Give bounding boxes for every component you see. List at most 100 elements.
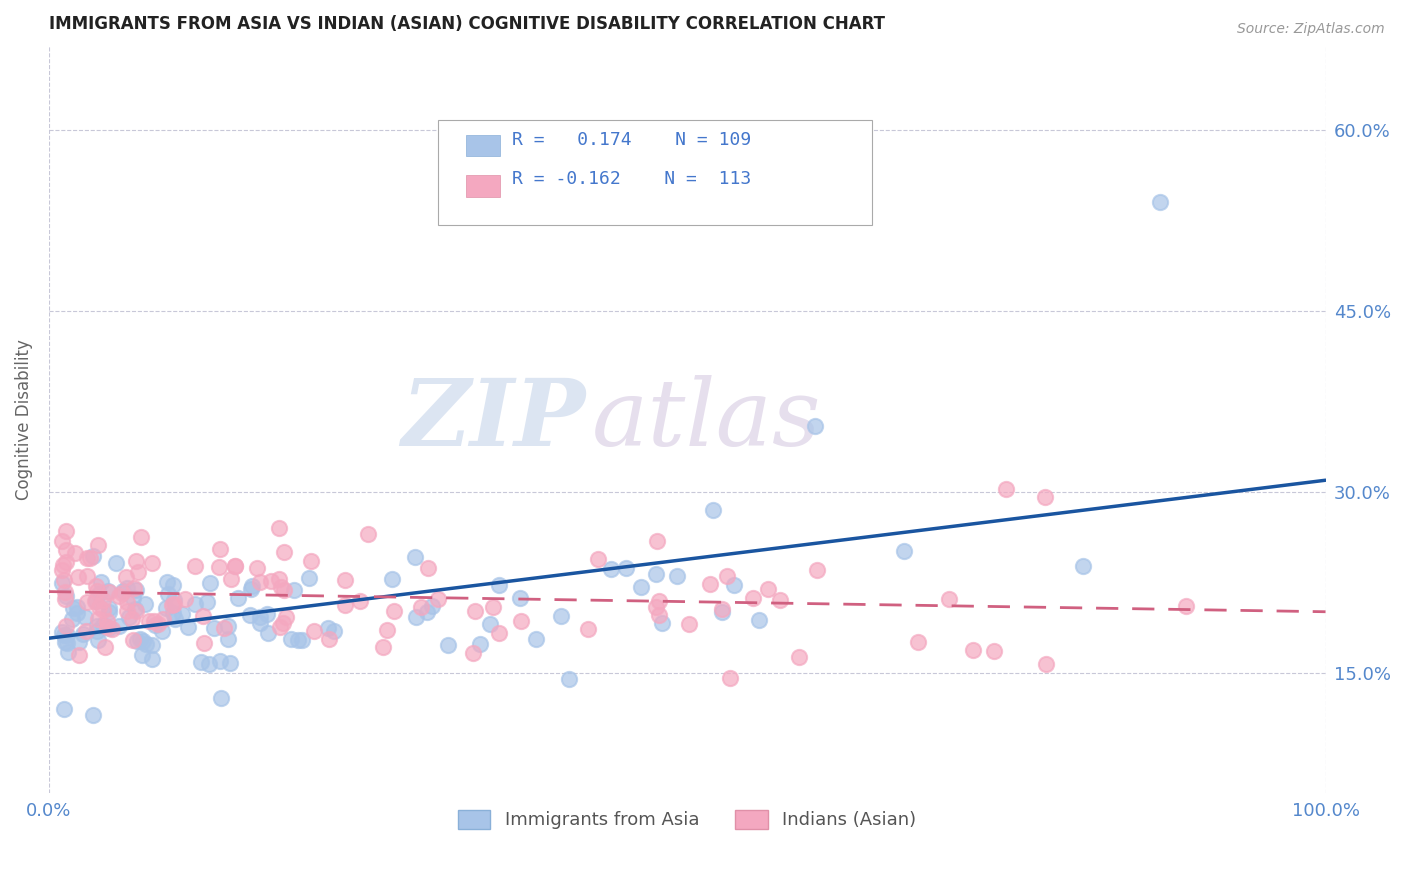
Point xyxy=(645,600,668,615)
Point xyxy=(82,708,104,723)
Point xyxy=(91,603,114,617)
Point xyxy=(468,637,491,651)
Point xyxy=(678,616,700,631)
Point xyxy=(373,640,395,655)
Point xyxy=(97,584,120,599)
Point xyxy=(256,607,278,621)
Text: IMMIGRANTS FROM ASIA VS INDIAN (ASIAN) COGNITIVE DISABILITY CORRELATION CHART: IMMIGRANTS FROM ASIA VS INDIAN (ASIAN) C… xyxy=(49,15,884,33)
Point xyxy=(97,584,120,599)
Point xyxy=(550,609,572,624)
Point xyxy=(94,640,117,654)
Point xyxy=(76,551,98,566)
Point xyxy=(375,623,398,637)
Point xyxy=(198,657,221,671)
Point xyxy=(152,612,174,626)
Point xyxy=(804,418,827,433)
Text: R =   0.174    N = 109: R = 0.174 N = 109 xyxy=(512,131,752,149)
Point xyxy=(96,620,118,634)
Point xyxy=(269,619,291,633)
Point xyxy=(91,593,114,607)
Point xyxy=(51,558,73,572)
Point xyxy=(51,576,73,591)
Point xyxy=(202,621,225,635)
Point xyxy=(249,616,271,631)
Point xyxy=(72,627,94,641)
Point xyxy=(111,584,134,599)
Point xyxy=(287,633,309,648)
Point xyxy=(125,634,148,648)
Point xyxy=(156,575,179,590)
Point xyxy=(56,627,79,641)
Point xyxy=(787,649,810,664)
Point xyxy=(111,586,134,600)
Point xyxy=(239,582,262,597)
Point xyxy=(212,621,235,635)
Point xyxy=(524,632,547,646)
Point xyxy=(131,648,153,662)
Point xyxy=(482,599,505,614)
Point xyxy=(217,632,239,647)
Point xyxy=(349,594,371,608)
Point xyxy=(87,599,110,614)
Point xyxy=(86,594,108,608)
Point xyxy=(357,527,380,541)
Point xyxy=(135,637,157,651)
Point xyxy=(195,595,218,609)
Point xyxy=(710,601,733,615)
Point xyxy=(86,624,108,639)
Point xyxy=(76,595,98,609)
Point xyxy=(160,599,183,613)
Point xyxy=(665,569,688,583)
Point xyxy=(273,545,295,559)
Point xyxy=(741,591,763,606)
Point xyxy=(155,601,177,615)
Point xyxy=(56,645,79,659)
Point xyxy=(100,622,122,636)
Point xyxy=(318,632,340,647)
Point xyxy=(198,576,221,591)
Point xyxy=(53,592,76,607)
Point xyxy=(55,524,77,539)
Point xyxy=(87,612,110,626)
Point xyxy=(228,591,250,605)
Point xyxy=(55,542,77,557)
Point xyxy=(53,628,76,642)
Point xyxy=(416,561,439,575)
Point xyxy=(125,582,148,597)
Point xyxy=(630,581,652,595)
Point xyxy=(648,607,671,622)
Point xyxy=(134,598,156,612)
Point xyxy=(962,643,984,657)
Text: ZIP: ZIP xyxy=(401,375,585,465)
FancyBboxPatch shape xyxy=(467,176,501,197)
Point xyxy=(90,574,112,589)
Point xyxy=(219,656,242,670)
Point xyxy=(586,552,609,566)
Point xyxy=(115,604,138,618)
Point xyxy=(270,581,292,595)
Point xyxy=(405,609,427,624)
Point xyxy=(124,582,146,596)
Point xyxy=(190,655,212,669)
Point xyxy=(208,560,231,574)
Point xyxy=(118,610,141,624)
Point xyxy=(249,574,271,589)
Point xyxy=(217,619,239,633)
Point xyxy=(150,624,173,638)
Point xyxy=(84,579,107,593)
Point xyxy=(193,636,215,650)
Point xyxy=(614,561,637,575)
Point xyxy=(52,702,75,716)
Point xyxy=(191,608,214,623)
Point xyxy=(335,573,357,587)
Point xyxy=(274,610,297,624)
Point xyxy=(157,587,180,601)
Point xyxy=(488,625,510,640)
Point xyxy=(893,544,915,558)
Point xyxy=(115,569,138,583)
Point xyxy=(907,635,929,649)
Point xyxy=(138,615,160,629)
Point xyxy=(55,619,77,633)
Point xyxy=(67,648,90,662)
Point xyxy=(53,635,76,649)
